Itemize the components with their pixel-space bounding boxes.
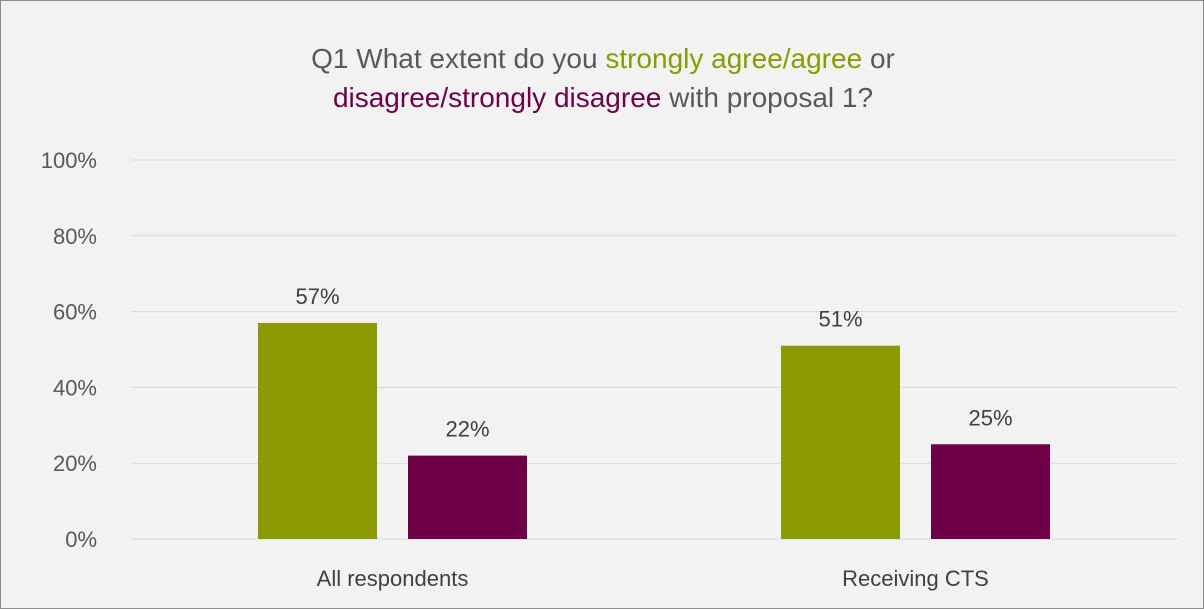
data-label: 57% [295, 284, 339, 309]
bar [258, 322, 377, 539]
data-label: 25% [968, 405, 1012, 430]
x-category-label: All respondents [317, 566, 469, 591]
title-line2-suffix: with proposal 1? [669, 82, 874, 113]
y-tick-label: 60% [53, 300, 97, 325]
y-tick-label: 20% [53, 451, 97, 476]
x-category-label: Receiving CTS [842, 566, 989, 591]
chart-title: Q1 What extent do you strongly agree/agr… [1, 39, 1204, 117]
bar [781, 345, 900, 539]
bar [408, 455, 527, 539]
title-line1-prefix: Q1 What extent do you [311, 43, 598, 74]
title-agree-phrase: strongly agree/agree [605, 43, 863, 74]
y-tick-label: 0% [65, 527, 97, 552]
title-line1-suffix: or [869, 43, 895, 74]
title-disagree-phrase: disagree/strongly disagree [332, 82, 662, 113]
data-label: 22% [445, 417, 489, 442]
data-label: 51% [818, 307, 862, 332]
y-tick-label: 100% [41, 148, 97, 173]
bar [931, 444, 1050, 539]
y-tick-label: 40% [53, 375, 97, 400]
y-tick-label: 80% [53, 224, 97, 249]
